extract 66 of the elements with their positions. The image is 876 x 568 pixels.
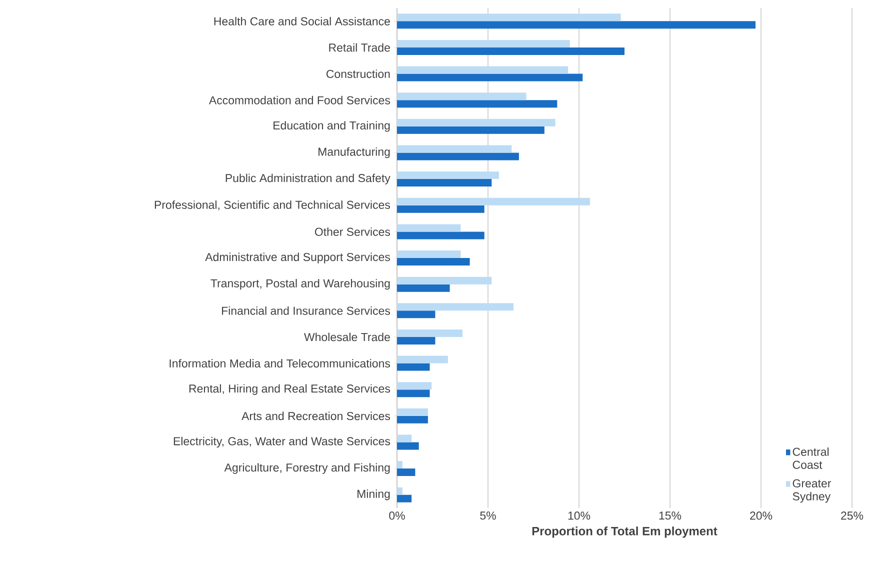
y-tick-label: Transport, Postal and Warehousing — [210, 278, 390, 290]
bar — [397, 145, 512, 153]
bar — [397, 224, 461, 232]
y-tick-label: Agriculture, Forestry and Fishing — [224, 463, 390, 474]
y-tick-label: Mining — [358, 489, 390, 500]
bar — [397, 468, 416, 476]
bar — [397, 14, 621, 22]
bar — [397, 356, 448, 364]
bar — [397, 310, 436, 318]
x-tick-label: 5% — [480, 512, 496, 520]
bar — [397, 232, 484, 240]
bar — [397, 408, 428, 416]
bar — [397, 461, 402, 469]
y-tick-label: Manufacturing — [318, 147, 390, 158]
bar — [397, 74, 583, 82]
bar — [397, 66, 568, 74]
y-tick-label: Education and Training — [274, 121, 390, 132]
y-tick-label: Public Administration and Safety — [226, 174, 390, 184]
y-tick-label: Wholesale Trade — [304, 332, 390, 342]
y-tick-label: Health Care and Social Assistance — [214, 16, 390, 26]
bar — [397, 152, 519, 160]
bar — [397, 494, 412, 502]
y-tick-label: Information Media and Telecommunications — [170, 359, 390, 368]
x-tick-label: 20% — [750, 512, 772, 520]
bar — [397, 416, 428, 424]
legend-label: Greater Sydney — [792, 479, 832, 503]
bar — [397, 21, 756, 29]
bar — [397, 336, 436, 344]
bar — [397, 205, 484, 213]
y-tick-label: Accommodation and Food Services — [208, 96, 390, 104]
x-tick-label: 25% — [841, 512, 864, 520]
y-tick-label: Rental, Hiring and Real Estate Services — [189, 384, 390, 395]
y-tick-label: Professional, Scientific and Technical Services — [154, 200, 390, 210]
bar — [397, 47, 625, 55]
x-tick-label: 15% — [659, 512, 682, 520]
bar — [397, 487, 402, 495]
bar — [397, 179, 492, 187]
x-tick-label: 0% — [389, 512, 405, 520]
bar — [397, 303, 514, 311]
bar — [397, 390, 430, 398]
bar — [397, 276, 492, 284]
bar — [397, 250, 461, 258]
y-tick-label: Arts and Recreation Services — [242, 412, 390, 420]
y-tick-label: Electricity, Gas, Water and Waste Services — [174, 436, 390, 448]
bar — [397, 198, 590, 206]
legend-label: Central Coast — [792, 447, 829, 469]
bar — [397, 284, 450, 292]
bar — [397, 118, 556, 126]
y-tick-label: Other Services — [314, 227, 390, 236]
bar — [397, 126, 544, 134]
bar — [397, 40, 570, 48]
bar — [397, 172, 499, 180]
bar — [397, 382, 432, 390]
bar — [397, 442, 419, 450]
x-axis-title: Proportion of Total Em ployment — [532, 526, 718, 538]
bar — [397, 363, 430, 371]
bar — [397, 100, 558, 108]
bar — [397, 329, 463, 337]
bar — [397, 434, 412, 442]
y-tick-label: Retail Trade — [329, 43, 390, 52]
y-tick-label: Construction — [326, 70, 390, 78]
y-tick-label: Administrative and Support Services — [205, 252, 390, 264]
y-tick-label: Financial and Insurance Services — [222, 306, 390, 315]
bar — [397, 258, 470, 266]
x-tick-label: 10% — [568, 512, 590, 520]
bar — [397, 92, 526, 100]
